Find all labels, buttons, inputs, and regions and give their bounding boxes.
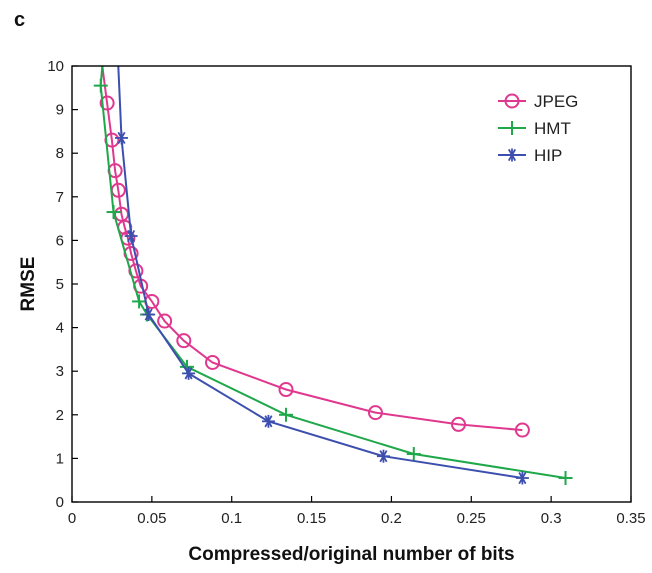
x-tick-label: 0.05 bbox=[137, 510, 166, 527]
legend-label-hmt: HMT bbox=[534, 119, 571, 138]
data-point-hip bbox=[376, 449, 390, 463]
y-axis-title: RMSE bbox=[18, 257, 39, 312]
axes-layer: 0 0.05 0.1 0.15 0.2 0.25 0.3 0.35 0 1 2 3 4 5 6 7 8 9 10 bbox=[47, 58, 645, 527]
data-point-hip bbox=[515, 471, 529, 485]
data-point-jpeg bbox=[99, 95, 115, 111]
y-tick-label: 5 bbox=[56, 276, 64, 293]
data-point-jpeg bbox=[157, 313, 173, 329]
y-tick-label: 4 bbox=[56, 320, 64, 337]
data-point-jpeg bbox=[205, 354, 221, 370]
data-point-hmt bbox=[558, 471, 573, 486]
data-point-jpeg bbox=[278, 382, 294, 398]
y-tick-label: 6 bbox=[56, 232, 64, 249]
series-line-jpeg bbox=[101, 65, 523, 432]
legend-item-hip: HIP bbox=[498, 146, 562, 165]
data-point-jpeg bbox=[367, 405, 383, 421]
series-layer bbox=[93, 65, 573, 486]
legend-marker-hip bbox=[505, 148, 519, 162]
x-tick-label: 0 bbox=[68, 510, 76, 527]
x-tick-label: 0.2 bbox=[381, 510, 402, 527]
data-point-hip bbox=[182, 366, 196, 380]
data-point-hmt bbox=[106, 205, 121, 220]
data-point-jpeg bbox=[176, 333, 192, 349]
data-point-hmt bbox=[132, 294, 147, 309]
x-tick-label: 0.3 bbox=[541, 510, 562, 527]
legend-marker-hmt bbox=[505, 121, 519, 135]
x-tick-label: 0.25 bbox=[457, 510, 486, 527]
data-point-hmt bbox=[93, 78, 108, 93]
data-point-hip bbox=[115, 131, 129, 145]
series-jpeg bbox=[99, 65, 530, 438]
data-point-jpeg bbox=[451, 416, 467, 432]
legend-marker-jpeg bbox=[504, 93, 520, 109]
y-tick-label: 3 bbox=[56, 363, 64, 380]
y-tick-label: 2 bbox=[56, 407, 64, 424]
data-point-hmt bbox=[406, 447, 421, 462]
series-line-hip bbox=[117, 65, 523, 479]
data-point-jpeg bbox=[514, 422, 530, 438]
x-tick-label: 0.1 bbox=[221, 510, 242, 527]
series-line-hmt bbox=[99, 65, 566, 479]
series-hip bbox=[115, 65, 529, 485]
legend-item-hmt: HMT bbox=[498, 119, 571, 138]
x-axis-title: Compressed/original number of bits bbox=[188, 544, 514, 565]
y-tick-label: 8 bbox=[56, 145, 64, 162]
legend-label-jpeg: JPEG bbox=[534, 92, 578, 111]
x-tick-label: 0.15 bbox=[297, 510, 326, 527]
legend-label-hip: HIP bbox=[534, 146, 562, 165]
data-point-hip bbox=[124, 229, 138, 243]
data-point-hip bbox=[142, 308, 156, 322]
data-point-hmt bbox=[279, 407, 294, 422]
y-tick-label: 9 bbox=[56, 102, 64, 119]
y-tick-label: 10 bbox=[47, 58, 64, 75]
panel-label: c bbox=[14, 9, 25, 31]
y-tick-label: 7 bbox=[56, 189, 64, 206]
legend: JPEG HMT HIP bbox=[498, 92, 578, 165]
legend-item-jpeg: JPEG bbox=[498, 92, 578, 111]
y-tick-label: 1 bbox=[56, 450, 64, 467]
y-tick-label: 0 bbox=[56, 494, 64, 511]
x-tick-label: 0.35 bbox=[616, 510, 645, 527]
data-point-hip bbox=[261, 414, 275, 428]
